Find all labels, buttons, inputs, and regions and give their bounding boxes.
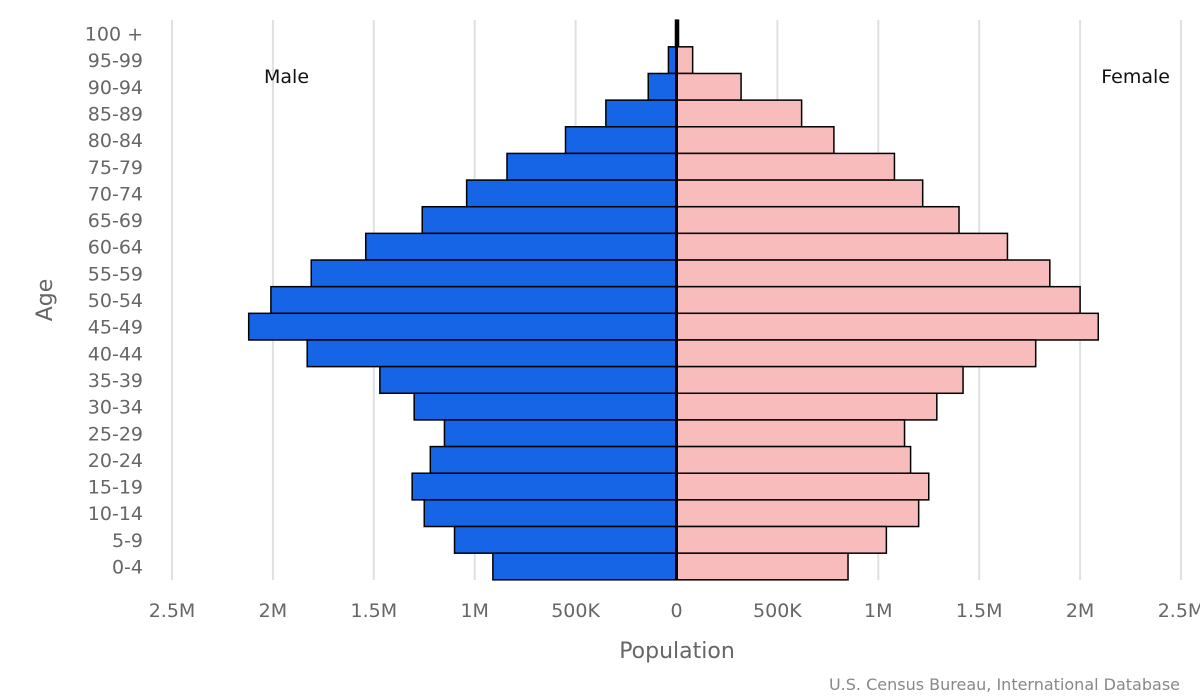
bar-female [675,312,1100,341]
y-tick-label: 80-84 [88,130,143,152]
bar-male [564,126,678,155]
y-tick-label: 20-24 [88,450,143,472]
bar-male [306,339,678,368]
bar-female [675,499,920,528]
x-tick-label: 1.5M [350,600,397,622]
bar-female [675,392,938,421]
x-axis-title: Population [619,639,735,664]
x-tick-label: 0 [670,600,682,622]
bar-female [675,46,694,75]
source-credit: U.S. Census Bureau, International Databa… [829,675,1180,694]
y-axis-title: Age [33,279,58,322]
y-tick-label: 25-29 [88,423,143,445]
y-tick-label: 55-59 [88,263,143,285]
y-tick-label: 40-44 [88,343,143,365]
bar-male [506,152,678,181]
y-tick-label: 85-89 [88,103,143,125]
x-axis-tick-labels: 2.5M 2M 1.5M 1M 500K 0 500K 1M 1.5M 2M 2.5M [149,600,1200,622]
bar-male [270,285,678,315]
x-tick-label: 2M [259,600,287,622]
bar-female [675,365,964,395]
bar-male [465,179,678,208]
bar-male [411,472,678,501]
bar-female [675,152,896,181]
bar-male [379,365,678,395]
y-axis-tick-labels: 100 + 95-99 90-94 85-89 80-84 75-79 70-74 65-69… [85,24,143,579]
y-tick-label: 10-14 [88,503,143,525]
bar-female [675,419,906,448]
x-tick-label: 2.5M [1158,600,1200,622]
bar-male [647,72,678,101]
y-tick-label: 5-9 [112,530,143,552]
bars [247,19,1100,581]
bar-male [605,99,678,128]
bar-female [675,259,1051,288]
y-tick-label: 65-69 [88,210,143,232]
y-tick-label: 70-74 [88,183,143,205]
y-tick-label: 60-64 [88,237,143,259]
x-tick-label: 2.5M [149,600,196,622]
bar-male [421,205,678,235]
bar-female [675,472,930,501]
y-tick-label: 0-4 [112,557,143,579]
x-tick-label: 1.5M [956,600,1003,622]
bar-female [675,339,1037,368]
bar-male [310,259,678,288]
x-tick-label: 500K [753,600,802,622]
y-tick-label: 75-79 [88,157,143,179]
y-tick-label: 45-49 [88,317,143,339]
x-tick-label: 1M [864,600,892,622]
bar-female [675,205,960,235]
bar-male [247,312,678,341]
x-tick-label: 1M [460,600,488,622]
bar-female [675,72,742,101]
bar-male [429,445,678,474]
bar-male [453,525,678,554]
bar-male [364,232,678,261]
x-tick-label: 2M [1066,600,1094,622]
bar-male [413,392,678,421]
y-tick-label: 50-54 [88,290,143,312]
y-tick-label: 35-39 [88,370,143,392]
bar-male [423,499,678,528]
x-tick-label: 500K [551,600,600,622]
bar-male [443,419,678,448]
female-label: Female [1101,66,1170,88]
y-tick-label: 30-34 [88,397,143,419]
bar-male [492,552,678,581]
bar-female [675,552,849,581]
bar-female [675,285,1081,315]
bar-female [675,445,912,474]
bar-female [675,126,835,155]
male-label: Male [264,66,309,88]
y-tick-label: 95-99 [88,50,143,72]
bar-female [675,99,803,128]
y-tick-label: 90-94 [88,77,143,99]
bar-female [675,179,924,208]
bar-female [675,232,1009,261]
y-tick-label: 100 + [85,24,143,46]
bar-female [675,525,888,554]
y-tick-label: 15-19 [88,477,143,499]
